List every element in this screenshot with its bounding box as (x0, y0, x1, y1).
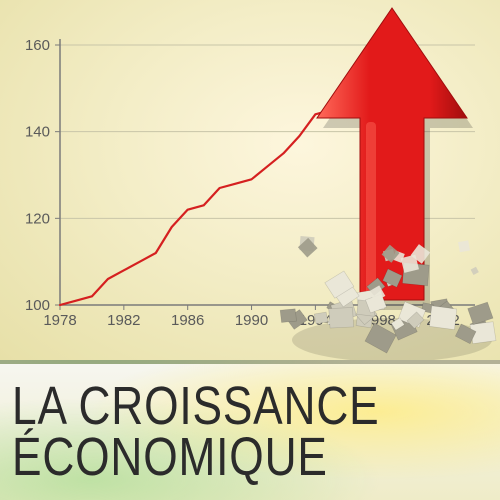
poster-title: LA CROISSANCE ÉCONOMIQUE (12, 381, 379, 484)
title-panel: LA CROISSANCE ÉCONOMIQUE (0, 360, 500, 500)
breakthrough-arrow-icon (0, 0, 500, 360)
infographic-poster: 1001201401601978198219861990199419982002… (0, 0, 500, 500)
title-line-2: ÉCONOMIQUE (12, 432, 379, 483)
title-line-1: LA CROISSANCE (12, 381, 379, 432)
chart-panel: 1001201401601978198219861990199419982002 (0, 0, 500, 360)
